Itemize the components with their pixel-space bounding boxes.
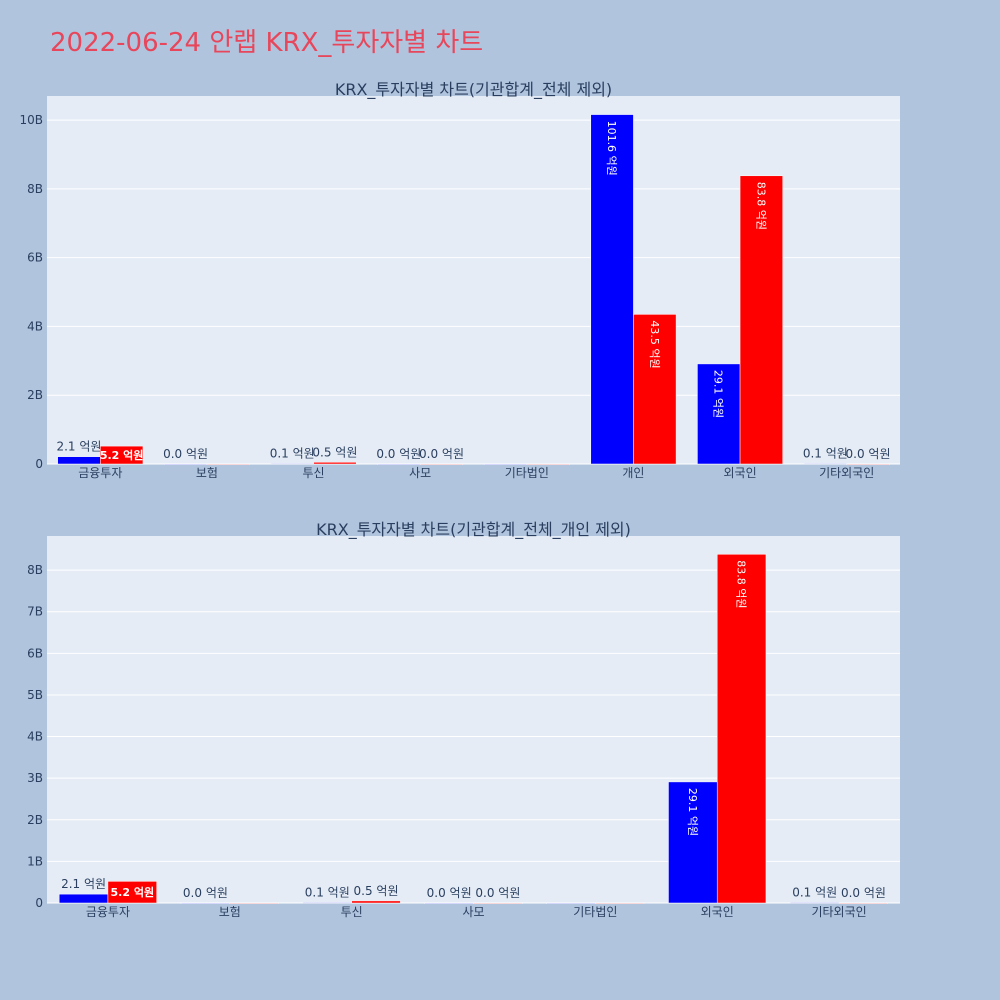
data-label: 5.2 억원 [111, 885, 155, 899]
y-tick-label: 0 [35, 457, 43, 471]
chart-title: KRX_투자자별 차트(기관합계_전체_개인 제외) [316, 520, 631, 540]
bar [180, 902, 231, 904]
bar [590, 114, 634, 465]
data-label: 0.0 억원 [376, 447, 421, 461]
bar [424, 902, 474, 904]
x-tick-label: 사모 [462, 905, 484, 919]
x-tick-label: 금융투자 [86, 905, 130, 919]
y-tick-label: 0 [35, 896, 43, 910]
bar [473, 902, 523, 904]
bar [351, 900, 401, 904]
x-tick-label: 기타외국인 [819, 466, 874, 480]
y-tick-label: 1B [27, 854, 43, 868]
y-tick-label: 8B [27, 182, 43, 196]
x-tick-label: 보험 [196, 466, 218, 480]
x-tick-label: 투신 [303, 466, 325, 480]
bar [526, 463, 570, 465]
data-label: 0.0 억원 [475, 886, 520, 900]
bar [739, 175, 783, 465]
y-tick-label: 8B [27, 563, 43, 577]
data-label: 0.0 억원 [183, 886, 228, 900]
bar [668, 781, 718, 904]
y-tick-label: 4B [27, 319, 43, 333]
y-tick-label: 7B [27, 605, 43, 619]
data-label: 83.8 억원 [735, 560, 748, 608]
bar [229, 902, 279, 904]
plot-area [47, 536, 900, 903]
data-label: 0.0 억원 [846, 447, 891, 461]
data-label: 43.5 억원 [648, 320, 661, 368]
data-label: 0.5 억원 [354, 884, 399, 898]
bar [595, 902, 645, 904]
data-label: 101.6 억원 [605, 121, 618, 176]
data-label: 0.5 억원 [312, 445, 357, 459]
y-tick-label: 4B [27, 730, 43, 744]
y-tick-label: 6B [27, 251, 43, 265]
data-label: 0.0 억원 [163, 447, 208, 461]
bar [302, 902, 352, 904]
data-label: 0.1 억원 [270, 447, 315, 461]
data-label: 0.1 억원 [792, 886, 837, 900]
bar [100, 445, 144, 465]
data-label: 2.1 억원 [61, 877, 106, 891]
x-tick-label: 사모 [409, 466, 431, 480]
page-title: 2022-06-24 안랩 KRX_투자자별 차트 [50, 28, 484, 58]
bar [419, 463, 464, 465]
data-label: 0.1 억원 [803, 447, 848, 461]
data-label: 5.2 억원 [100, 448, 144, 462]
y-tick-label: 2B [27, 388, 43, 402]
bar [270, 463, 314, 465]
y-tick-label: 10B [19, 113, 43, 127]
data-label: 0.0 억원 [419, 447, 464, 461]
data-label: 2.1 억원 [56, 440, 101, 454]
bar [803, 463, 847, 465]
bar [697, 363, 741, 465]
y-tick-label: 3B [27, 771, 43, 785]
bar [846, 463, 890, 465]
data-label: 83.8 억원 [754, 182, 767, 230]
data-label: 0.0 억원 [427, 886, 472, 900]
bar [377, 463, 421, 465]
bar [58, 893, 109, 904]
chart-1: 0 2B 4B 6B 8B 10B KRX_투자자별 차트(기관합계_전체 제외) 금융투자 2… [19, 80, 900, 480]
x-tick-label: 외국인 [701, 905, 734, 919]
bar [483, 463, 528, 465]
x-tick-label: 기타법인 [573, 905, 617, 919]
y-tick-label: 2B [27, 813, 43, 827]
bar [313, 462, 357, 465]
data-label: 0.1 억원 [305, 886, 350, 900]
x-tick-label: 기타외국인 [811, 905, 866, 919]
chart-2: 0 1B 2B 3B 4B 5B 6B 7B 8B KRX_투자자별 차트(기관합계_전체_개인 … [27, 520, 900, 919]
bar [790, 902, 840, 904]
bar [546, 902, 596, 904]
bar [633, 314, 677, 465]
x-tick-label: 개인 [622, 466, 644, 480]
bar [107, 881, 157, 904]
data-label: 0.0 억원 [841, 886, 886, 900]
bar [164, 463, 208, 465]
bar [206, 463, 250, 465]
data-label: 29.1 억원 [686, 788, 699, 836]
y-tick-label: 5B [27, 688, 43, 702]
x-tick-label: 금융투자 [78, 466, 122, 480]
x-tick-label: 투신 [341, 905, 363, 919]
y-tick-label: 6B [27, 646, 43, 660]
x-tick-label: 보험 [219, 905, 241, 919]
bar [838, 902, 889, 904]
x-tick-label: 외국인 [724, 466, 757, 480]
bar [716, 554, 767, 904]
bar [57, 456, 101, 465]
data-label: 29.1 억원 [712, 370, 725, 418]
x-tick-label: 기타법인 [505, 466, 549, 480]
chart-title: KRX_투자자별 차트(기관합계_전체 제외) [335, 80, 612, 100]
